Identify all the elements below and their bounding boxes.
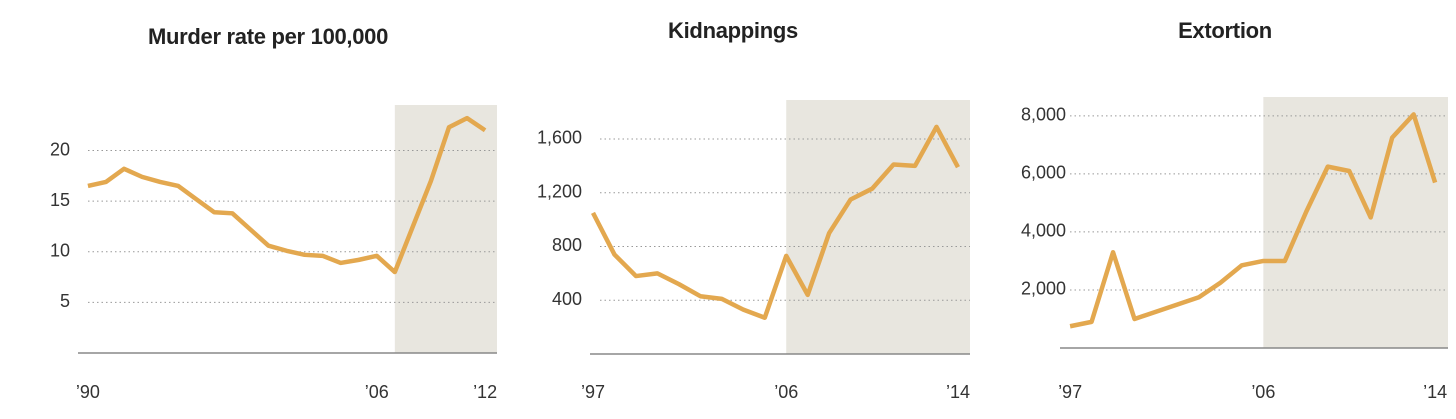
y-tick-label: 5 bbox=[60, 291, 70, 311]
x-tick-label: ’06 bbox=[774, 382, 798, 402]
data-line bbox=[591, 124, 960, 320]
chart-title: Extortion bbox=[1178, 18, 1272, 43]
x-tick-label: ’97 bbox=[1058, 382, 1082, 402]
y-tick-label: 1,200 bbox=[537, 181, 582, 201]
y-tick-label: 8,000 bbox=[1021, 105, 1066, 125]
highlight-period bbox=[1263, 97, 1448, 348]
x-tick-label: ’12 bbox=[473, 382, 497, 402]
chart-title: Kidnappings bbox=[668, 18, 798, 43]
y-tick-label: 4,000 bbox=[1021, 221, 1066, 241]
y-tick-label: 400 bbox=[552, 289, 582, 309]
highlight-period bbox=[786, 100, 970, 354]
y-tick-label: 15 bbox=[50, 190, 70, 210]
x-tick-label: ’06 bbox=[1251, 382, 1275, 402]
data-line bbox=[1069, 112, 1438, 329]
x-tick-label: ’97 bbox=[581, 382, 605, 402]
y-tick-label: 20 bbox=[50, 139, 70, 159]
y-tick-label: 6,000 bbox=[1021, 163, 1066, 183]
y-tick-label: 800 bbox=[552, 235, 582, 255]
data-line bbox=[87, 115, 487, 275]
chart-title: Murder rate per 100,000 bbox=[148, 24, 388, 49]
y-tick-label: 1,600 bbox=[537, 128, 582, 148]
y-tick-label: 2,000 bbox=[1021, 279, 1066, 299]
y-tick-label: 10 bbox=[50, 241, 70, 261]
x-tick-label: ’06 bbox=[365, 382, 389, 402]
x-tick-label: ’14 bbox=[1423, 382, 1447, 402]
x-tick-label: ’90 bbox=[76, 382, 100, 402]
x-tick-label: ’14 bbox=[946, 382, 970, 402]
